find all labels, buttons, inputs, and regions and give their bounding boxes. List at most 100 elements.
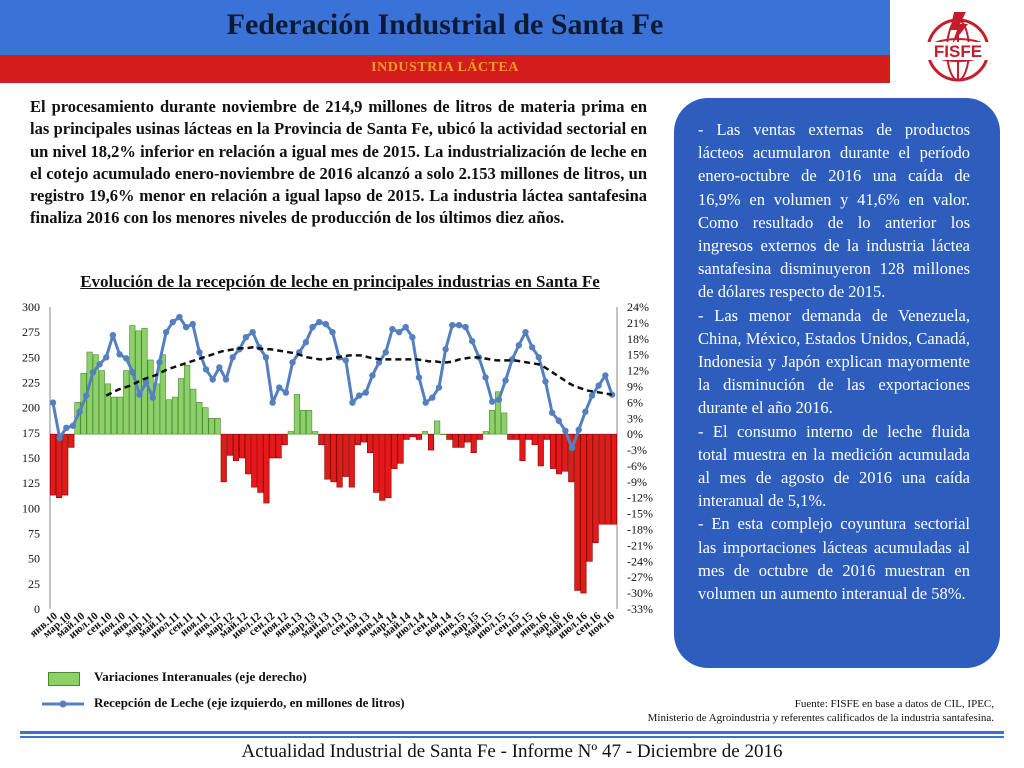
data-point bbox=[216, 364, 223, 371]
data-point bbox=[315, 318, 323, 326]
sidebar-panel bbox=[674, 98, 1000, 668]
bar bbox=[513, 433, 520, 440]
right-axis-tick-label: 9% bbox=[627, 379, 643, 393]
intro-paragraph: El procesamiento durante noviembre de 21… bbox=[30, 97, 647, 228]
bar bbox=[580, 433, 587, 594]
data-point bbox=[482, 374, 489, 381]
bar bbox=[360, 433, 368, 443]
data-point bbox=[169, 318, 176, 326]
milk-chart: 0 25 50 75 100 125 150 175 200 225 250 275 300 24% 21%… bbox=[22, 300, 653, 641]
footer-text: Actualidad Industrial de Santa Fe - Info… bbox=[241, 741, 783, 762]
data-point bbox=[495, 396, 503, 403]
bar bbox=[251, 433, 258, 488]
legend-label-line: Recepción de Leche (eje izquierdo, en mi… bbox=[94, 695, 405, 710]
right-axis-tick-label: -33% bbox=[627, 602, 653, 616]
bar bbox=[598, 433, 605, 525]
data-point bbox=[249, 328, 256, 336]
bar bbox=[409, 433, 416, 438]
left-axis-tick-label: 225 bbox=[22, 376, 40, 390]
bar bbox=[385, 433, 392, 499]
left-axis-tick-label: 275 bbox=[22, 325, 40, 339]
bar bbox=[171, 396, 179, 435]
fisfe-logo: FISFE bbox=[908, 12, 1008, 82]
data-point bbox=[322, 320, 330, 328]
data-point bbox=[395, 328, 403, 336]
bar bbox=[92, 354, 99, 435]
data-point bbox=[588, 392, 596, 399]
bar bbox=[482, 431, 489, 435]
data-point bbox=[602, 372, 609, 379]
left-axis-tick-label: 100 bbox=[22, 501, 40, 515]
bar bbox=[574, 433, 581, 591]
bar bbox=[214, 417, 221, 435]
bar bbox=[98, 370, 105, 435]
right-axis-tick-label: 21% bbox=[627, 316, 649, 330]
bar bbox=[178, 378, 185, 435]
data-point bbox=[389, 325, 396, 333]
bar bbox=[391, 433, 398, 469]
bar bbox=[495, 391, 502, 435]
data-point bbox=[83, 392, 90, 399]
bar bbox=[531, 433, 538, 446]
bar bbox=[586, 433, 593, 562]
data-point bbox=[528, 344, 536, 351]
data-point bbox=[548, 409, 556, 416]
data-point bbox=[502, 377, 509, 384]
data-point bbox=[116, 351, 123, 358]
bar bbox=[306, 410, 313, 435]
data-point bbox=[349, 399, 356, 406]
chart-title: Evolución de la recepción de leche en pr… bbox=[80, 272, 600, 291]
bar bbox=[159, 354, 166, 435]
right-axis-tick-label: -3% bbox=[627, 443, 647, 457]
footer-divider bbox=[20, 736, 1004, 738]
data-point bbox=[522, 328, 529, 336]
data-point bbox=[435, 384, 443, 391]
bar bbox=[165, 399, 172, 435]
right-axis-tick-label: 18% bbox=[627, 332, 649, 346]
data-point bbox=[515, 342, 523, 349]
data-point bbox=[309, 323, 316, 331]
trend-dashed-line bbox=[105, 345, 613, 397]
right-axis-tick-label: -30% bbox=[627, 586, 653, 600]
bar bbox=[68, 433, 75, 448]
data-point bbox=[182, 323, 190, 331]
bar bbox=[202, 407, 209, 435]
sidebar-item: - En esta complejo coyuntura sectorial l… bbox=[698, 514, 970, 604]
bar bbox=[537, 433, 544, 467]
data-point bbox=[342, 357, 350, 364]
data-point bbox=[462, 323, 469, 331]
data-point bbox=[156, 359, 163, 366]
data-point bbox=[96, 361, 103, 368]
right-axis-tick-label: 3% bbox=[627, 411, 643, 425]
bar bbox=[226, 433, 233, 456]
right-axis-tick-label: -12% bbox=[627, 491, 653, 505]
bar bbox=[123, 370, 130, 435]
data-point bbox=[568, 444, 576, 452]
bar bbox=[397, 433, 404, 464]
bar bbox=[604, 433, 611, 525]
sidebar-text: - Las ventas externas de productos lácte… bbox=[698, 118, 970, 605]
section-subtitle: INDUSTRIA LÁCTEA bbox=[371, 60, 519, 75]
bar bbox=[263, 433, 270, 504]
data-point bbox=[329, 328, 336, 336]
left-axis-tick-label: 25 bbox=[28, 577, 40, 591]
subheader-band bbox=[0, 55, 890, 83]
right-axis-tick-label: 15% bbox=[627, 348, 649, 362]
bar bbox=[556, 433, 563, 475]
data-point bbox=[276, 384, 283, 391]
data-point bbox=[123, 355, 130, 362]
data-point bbox=[209, 376, 216, 383]
bar bbox=[354, 433, 361, 446]
bar bbox=[336, 433, 343, 488]
logo-text: FISFE bbox=[934, 42, 982, 61]
bar bbox=[110, 396, 118, 435]
left-axis-tick-label: 150 bbox=[22, 451, 40, 465]
left-axis-tick-label: 200 bbox=[22, 401, 40, 415]
bar bbox=[299, 410, 307, 435]
bar bbox=[208, 417, 215, 435]
bar bbox=[330, 433, 337, 483]
bar bbox=[281, 433, 288, 446]
data-point bbox=[555, 417, 562, 424]
right-axis-tick-label: -18% bbox=[627, 523, 653, 537]
data-point bbox=[382, 349, 389, 356]
